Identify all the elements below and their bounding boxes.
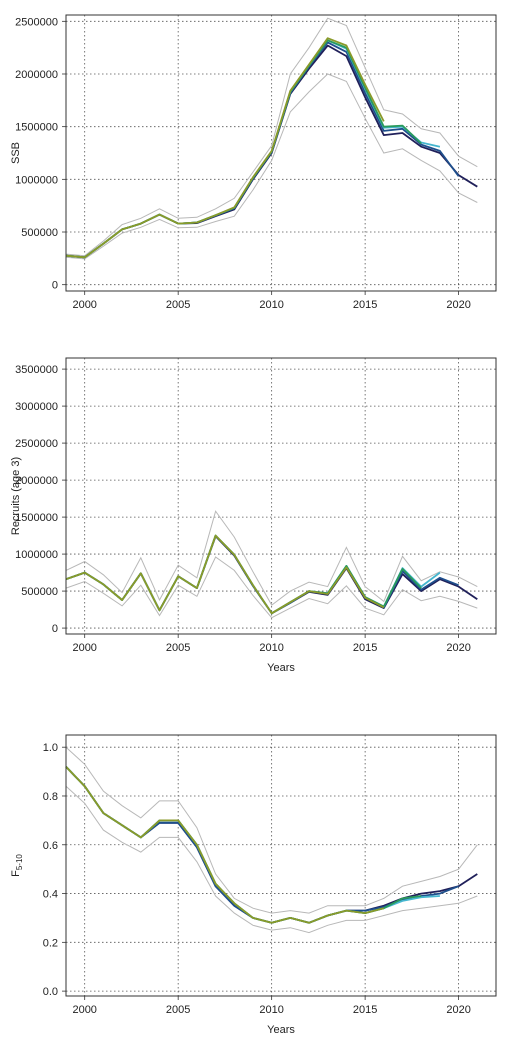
y-tick-label: 2000000: [15, 69, 58, 81]
x-tick-label: 2005: [166, 1004, 190, 1016]
x-tick-label: 2015: [353, 642, 377, 654]
plot-frame: [65, 357, 497, 635]
upper-bound-line: [65, 510, 478, 606]
x-tick-label: 2010: [259, 642, 283, 654]
y-tick-label: 1000000: [15, 174, 58, 186]
y-tick-label: 0.6: [43, 840, 58, 852]
chart-panel-ssb: 2000 2005 2010 2015 2020 0 500000 1000000 150000…: [10, 14, 497, 311]
y-tick-label: 2500000: [15, 16, 58, 28]
x-tick-label: 2010: [259, 1004, 283, 1016]
y-tick-label: 1500000: [15, 122, 58, 134]
y-tick-label: 500000: [21, 227, 58, 239]
x-tick-label: 2000: [72, 642, 96, 654]
y-tick-label: 0: [52, 280, 58, 292]
x-tick-label: 2015: [353, 299, 377, 311]
chart-panel-fishing-mortality: 2000 2005 2010 2015 2020 0.0 0.2 0.4 0.6 0.8 1.0 Ye…: [10, 734, 497, 1036]
plot-frame: [65, 734, 497, 997]
y-tick-label: 0: [52, 623, 58, 635]
series-line-5: [65, 534, 385, 615]
y-tick-label: 2000000: [15, 475, 58, 487]
y-axis-label-subscript: 5-10: [15, 854, 24, 871]
y-tick-label: 1000000: [15, 549, 58, 561]
y-axis-label-main: F: [10, 870, 22, 877]
chart-panel-recruits: 2000 2005 2010 2015 2020 0 500000 1000000 150000…: [10, 357, 497, 674]
y-tick-label: 2500000: [15, 438, 58, 450]
y-tick-label: 3500000: [15, 364, 58, 376]
x-tick-label: 2015: [353, 1004, 377, 1016]
x-tick-label: 2020: [446, 642, 470, 654]
gridlines: [66, 15, 496, 291]
y-tick-label: 500000: [21, 586, 58, 598]
y-axis-label: SSB: [10, 142, 22, 164]
x-tick-label: 2005: [166, 642, 190, 654]
upper-bound-line: [65, 17, 478, 257]
x-tick-label: 2010: [259, 299, 283, 311]
y-tick-label: 3000000: [15, 401, 58, 413]
y-axis-label: Recruits (age 3): [10, 457, 22, 535]
x-tick-label: 2005: [166, 299, 190, 311]
y-tick-label: 1500000: [15, 512, 58, 524]
y-tick-label: 0.2: [43, 937, 58, 949]
y-tick-label: 0.0: [43, 986, 58, 998]
series-line-4: [65, 534, 422, 615]
gridlines: [66, 358, 496, 634]
x-axis-label: Years: [267, 662, 295, 674]
x-tick-label: 2000: [72, 299, 96, 311]
lower-bound-line: [65, 556, 478, 619]
lower-bound-line: [65, 785, 478, 934]
plot-frame: [65, 14, 497, 292]
y-tick-label: 0.8: [43, 791, 58, 803]
series-line-5: [65, 37, 385, 259]
y-tick-label: 0.4: [43, 889, 58, 901]
x-tick-label: 2020: [446, 299, 470, 311]
lower-bound-line: [65, 73, 478, 260]
series-line-5: [65, 766, 385, 924]
y-tick-label: 1.0: [43, 742, 58, 754]
upper-bound-line: [65, 746, 478, 914]
gridlines: [66, 735, 496, 996]
x-tick-label: 2020: [446, 1004, 470, 1016]
x-axis-label: Years: [267, 1024, 295, 1036]
x-tick-label: 2000: [72, 1004, 96, 1016]
y-axis-label: F5-10: [10, 854, 24, 877]
